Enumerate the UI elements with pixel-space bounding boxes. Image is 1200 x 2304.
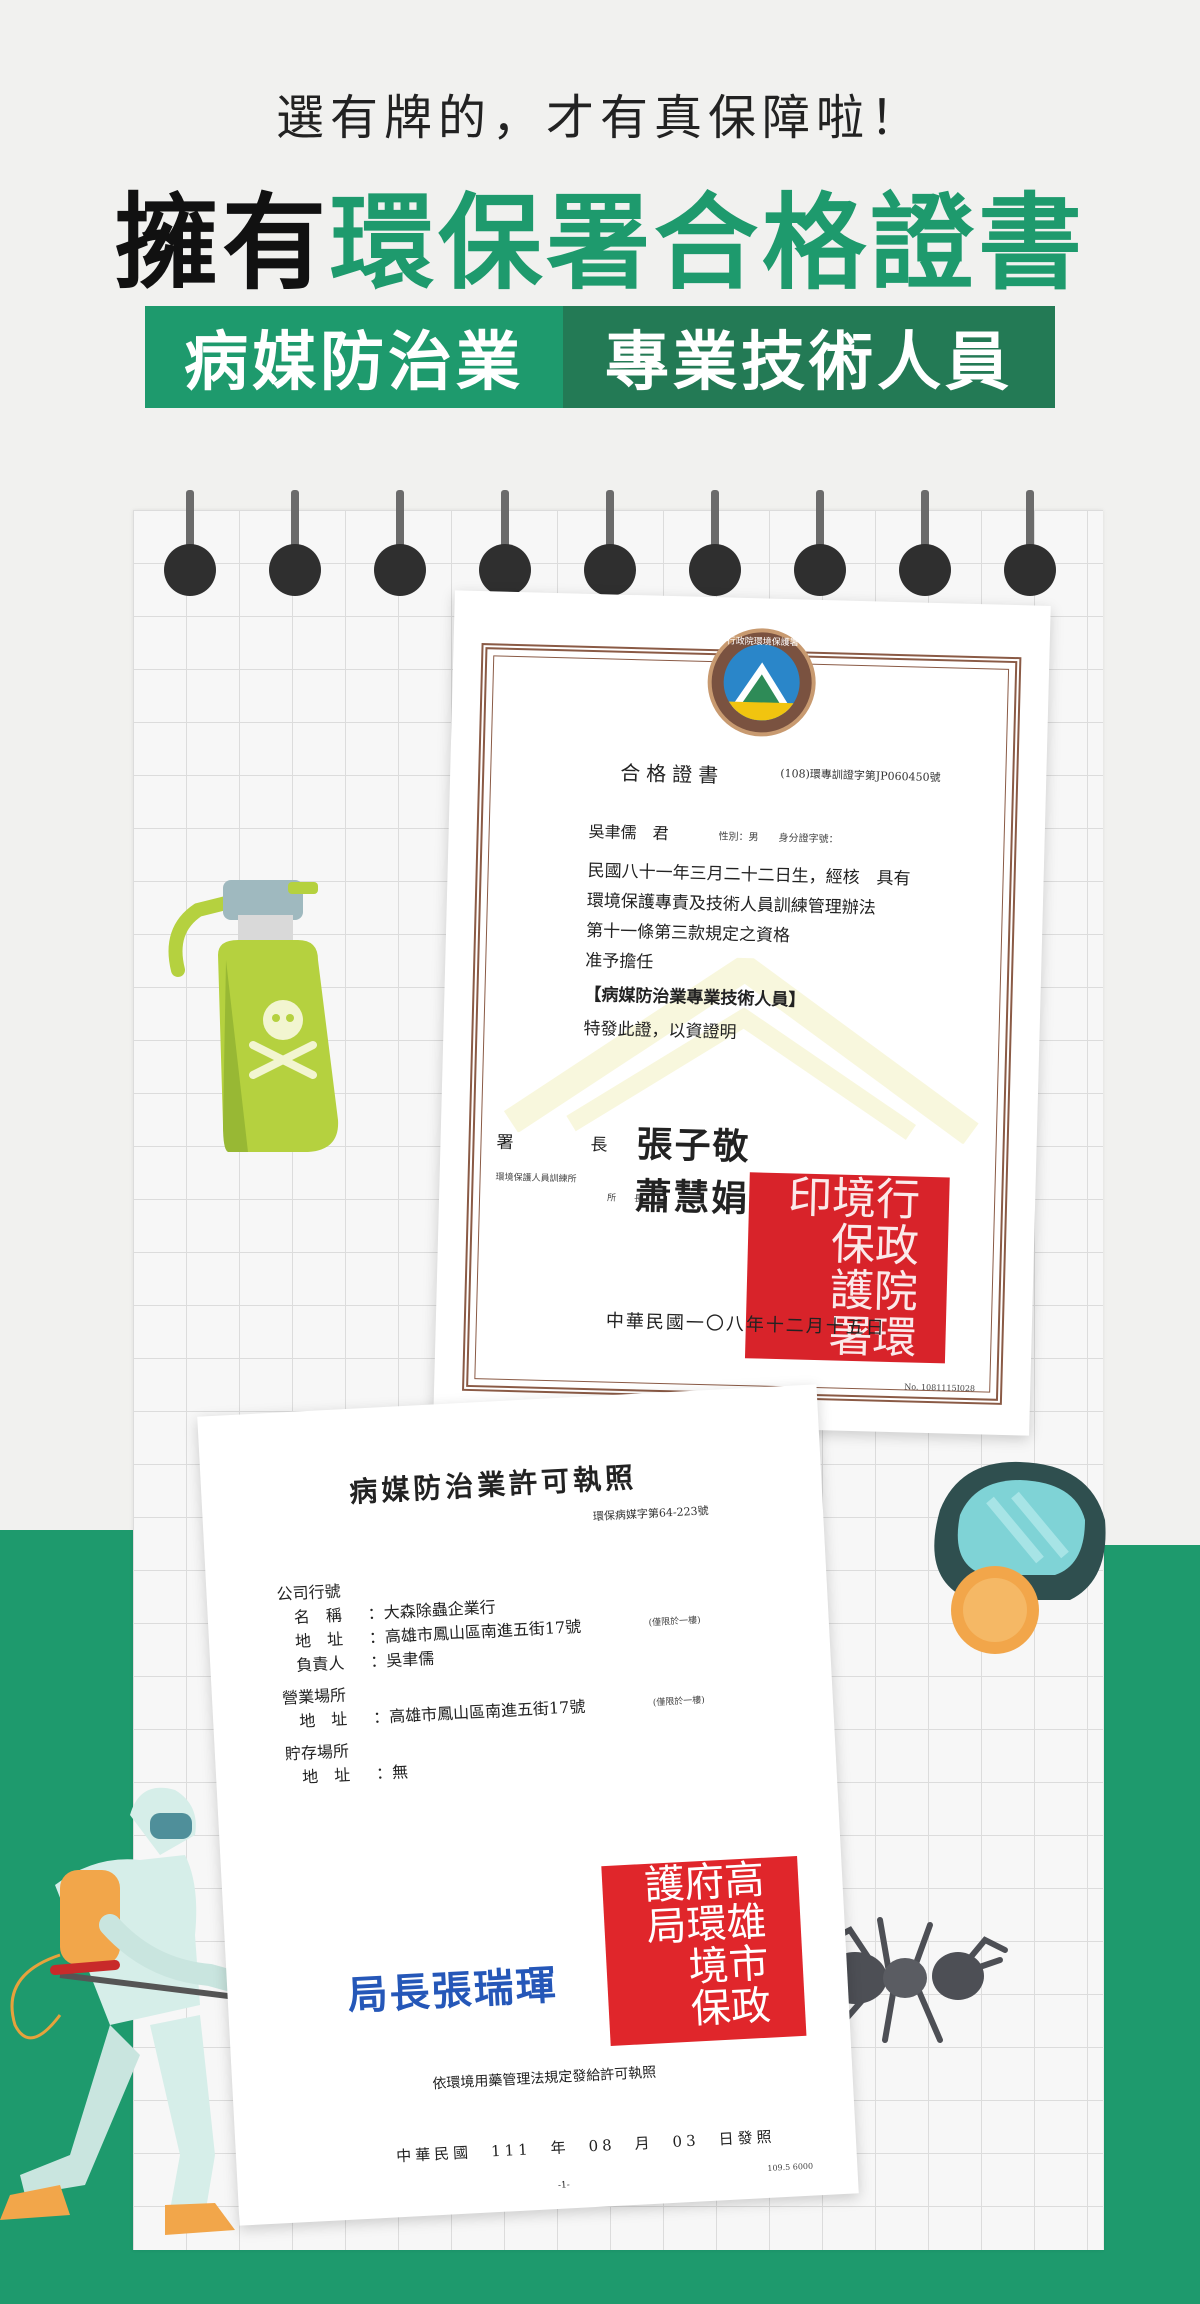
field-note: (僅限於一樓) (652, 1695, 706, 1709)
field-label: 地 址 (282, 1709, 348, 1732)
field-value: ：吳聿儒 (369, 1648, 435, 1672)
binder-ring (1004, 544, 1056, 596)
institute-signature: 蕭慧娟 (634, 1175, 750, 1221)
headline-highlight: 環保署合格證書 (330, 182, 1087, 304)
binder-ring (584, 544, 636, 596)
headline-prefix: 擁有 (113, 182, 330, 304)
ring-pin (291, 490, 299, 548)
binder-ring (899, 544, 951, 596)
issue-date: 中華民國 111 年 08 月 03 日發照 (395, 2127, 776, 2166)
director-signature: 張子敬 (635, 1123, 752, 1169)
binder-ring (374, 544, 426, 596)
poison-spray-bottle-icon (168, 880, 339, 1152)
certificate-line: 特發此證，以資證明 (583, 1018, 737, 1043)
field-value: ：高雄市鳳山區南進五街17號 (372, 1696, 586, 1727)
serial-number: No. 1081115I028 (904, 1382, 976, 1394)
field-label: 負責人 (279, 1653, 345, 1676)
ring-pin (921, 490, 929, 548)
field-label: 地 址 (285, 1765, 351, 1788)
law-statement: 依環境用藥管理法規定發給許可執照 (432, 2064, 657, 2093)
binder-ring (269, 544, 321, 596)
page-number: -1- (557, 2180, 571, 2191)
ring-pin (186, 490, 194, 548)
ring-pin (711, 490, 719, 548)
ring-pin (816, 490, 824, 548)
watermark-icon (503, 952, 979, 1145)
ring-pin (396, 490, 404, 548)
field-value: ：無 (375, 1762, 409, 1783)
gas-mask-icon (934, 1461, 1106, 1654)
field-label: 營業場所 (281, 1685, 347, 1708)
field-note: (僅限於一樓) (648, 1615, 701, 1629)
certificate-title: 合格證書 (619, 760, 725, 788)
business-license: 病媒防治業許可執照 環保病媒字第64-223號 公司行號 名 稱 ：大森除蟲企業… (197, 1384, 859, 2226)
official-stamp: 高雄市政府環境保護局 (601, 1855, 807, 2047)
license-title: 病媒防治業許可執照 (348, 1460, 638, 1509)
director-title: 署 長 (496, 1132, 638, 1157)
qualification-certificate: 行政院環境保護署 合格證書 (108)環專訓證字第JP060450號 吳聿儒 君… (433, 590, 1051, 1436)
banner: 病媒防治業 專業技術人員 (145, 306, 1055, 408)
holder-name: 吳聿儒 君 (588, 821, 669, 844)
tagline: 選有牌的，才有真保障啦！ (275, 90, 924, 146)
green-background-bottom (0, 2250, 1200, 2304)
certificate-line: 准予擔任 (585, 950, 654, 973)
field-label: 公司行號 (276, 1581, 342, 1604)
chief-signature: 局長張瑞琿 (346, 1962, 559, 2020)
field-label: 地 址 (278, 1629, 344, 1652)
ring-pin (501, 490, 509, 548)
pest-control-worker-illustration (0, 1787, 310, 2235)
ring-pin (606, 490, 614, 548)
binder-ring (794, 544, 846, 596)
binder-ring (164, 544, 216, 596)
field-label: 貯存場所 (284, 1741, 350, 1764)
field-label: 名 稱 (277, 1605, 343, 1628)
binder-ring (479, 544, 531, 596)
holder-meta: 性別：男 身分證字號： (718, 831, 839, 846)
serial-number: 109.5 6000 (767, 2161, 814, 2173)
license-number: 環保病媒字第64-223號 (592, 1504, 709, 1524)
certificate-line: 第十一條第三款規定之資格 (585, 920, 791, 947)
green-background-right (1104, 1545, 1200, 2304)
banner-left-label: 病媒防治業 (145, 306, 563, 408)
banner-right-label: 專業技術人員 (563, 306, 1055, 408)
ring-pin (1026, 490, 1034, 548)
binder-ring (689, 544, 741, 596)
headline: 擁有環保署合格證書 (0, 158, 1200, 309)
stamp-text: 高雄市政府環境保護局 (636, 1857, 771, 2031)
